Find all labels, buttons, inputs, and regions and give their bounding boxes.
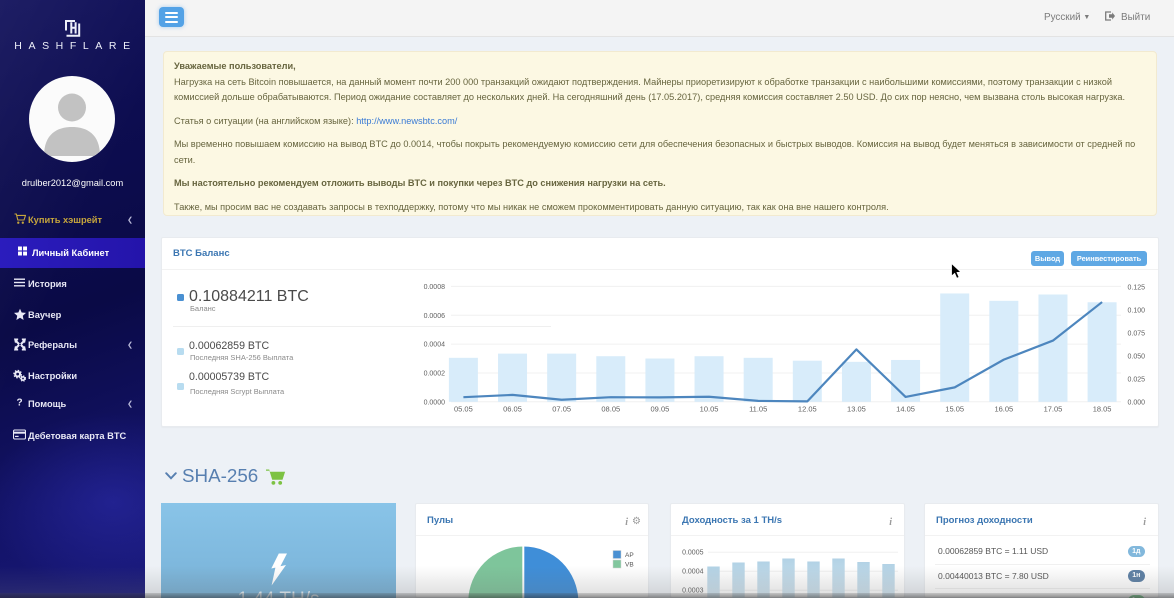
svg-text:0.0004: 0.0004 bbox=[682, 569, 704, 576]
svg-text:08.05: 08.05 bbox=[601, 404, 620, 413]
svg-text:17.05: 17.05 bbox=[1044, 404, 1063, 413]
svg-text:0.0002: 0.0002 bbox=[424, 370, 446, 377]
svg-text:12.05: 12.05 bbox=[798, 404, 817, 413]
svg-text:0.0006: 0.0006 bbox=[424, 313, 446, 320]
svg-text:14.05: 14.05 bbox=[896, 404, 915, 413]
svg-text:AP: AP bbox=[625, 552, 634, 559]
svg-text:15.05: 15.05 bbox=[945, 404, 964, 413]
svg-text:10.05: 10.05 bbox=[700, 404, 719, 413]
svg-text:0.000: 0.000 bbox=[1128, 399, 1146, 406]
svg-text:0.0005: 0.0005 bbox=[682, 550, 704, 557]
svg-text:0.025: 0.025 bbox=[1128, 376, 1146, 383]
svg-text:0.075: 0.075 bbox=[1128, 330, 1146, 337]
svg-text:13.05: 13.05 bbox=[847, 404, 866, 413]
svg-text:07.05: 07.05 bbox=[552, 404, 571, 413]
svg-text:16.05: 16.05 bbox=[994, 404, 1013, 413]
svg-text:0.0000: 0.0000 bbox=[424, 399, 446, 406]
svg-text:11.05: 11.05 bbox=[749, 404, 767, 413]
svg-text:VB: VB bbox=[625, 562, 634, 569]
svg-text:09.05: 09.05 bbox=[651, 404, 670, 413]
svg-text:06.05: 06.05 bbox=[503, 404, 522, 413]
svg-text:0.125: 0.125 bbox=[1128, 284, 1146, 291]
svg-text:0.0008: 0.0008 bbox=[424, 284, 446, 291]
svg-text:0.050: 0.050 bbox=[1128, 353, 1146, 360]
svg-text:18.05: 18.05 bbox=[1093, 404, 1112, 413]
svg-text:0.0004: 0.0004 bbox=[424, 342, 446, 349]
svg-text:05.05: 05.05 bbox=[454, 404, 473, 413]
svg-text:0.100: 0.100 bbox=[1128, 307, 1146, 314]
svg-text:0.0003: 0.0003 bbox=[682, 588, 704, 595]
